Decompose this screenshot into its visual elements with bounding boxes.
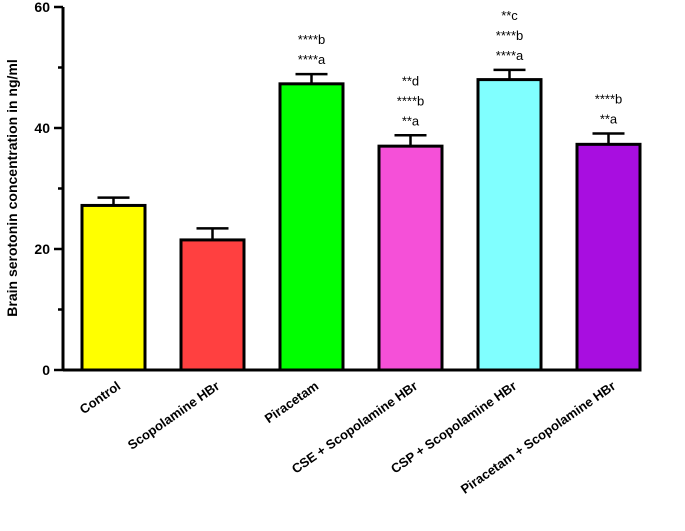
bar — [80, 203, 147, 372]
significance-label: **c — [501, 8, 518, 23]
bar — [476, 78, 543, 372]
y-tick-label: 20 — [34, 241, 50, 257]
bar — [278, 82, 345, 372]
bar — [377, 144, 444, 372]
significance-label: ****b — [298, 32, 325, 47]
y-tick-label: 40 — [34, 120, 50, 136]
bar — [179, 238, 246, 372]
y-tick-label: 60 — [34, 0, 50, 15]
significance-label: **a — [402, 113, 420, 128]
x-tick-label: Scopolamine HBr — [125, 378, 222, 452]
significance-label: ****b — [595, 91, 622, 106]
y-tick-label: 0 — [42, 362, 50, 378]
significance-label: ****a — [496, 48, 524, 63]
x-tick-label: Piracetam — [262, 378, 322, 426]
axes — [54, 5, 640, 372]
significance-label: **a — [600, 111, 618, 126]
significance-label: **d — [402, 73, 419, 88]
significance-label: ****b — [496, 28, 523, 43]
x-tick-label: Piracetam + Scopolamine HBr — [458, 378, 618, 497]
y-axis-label: Brain serotonin concentration in ng/ml — [4, 59, 20, 316]
significance-label: ****b — [397, 93, 424, 108]
x-tick-label: Control — [77, 378, 123, 417]
bars — [80, 68, 642, 372]
significance-label: ****a — [298, 52, 326, 67]
bar — [575, 142, 642, 372]
